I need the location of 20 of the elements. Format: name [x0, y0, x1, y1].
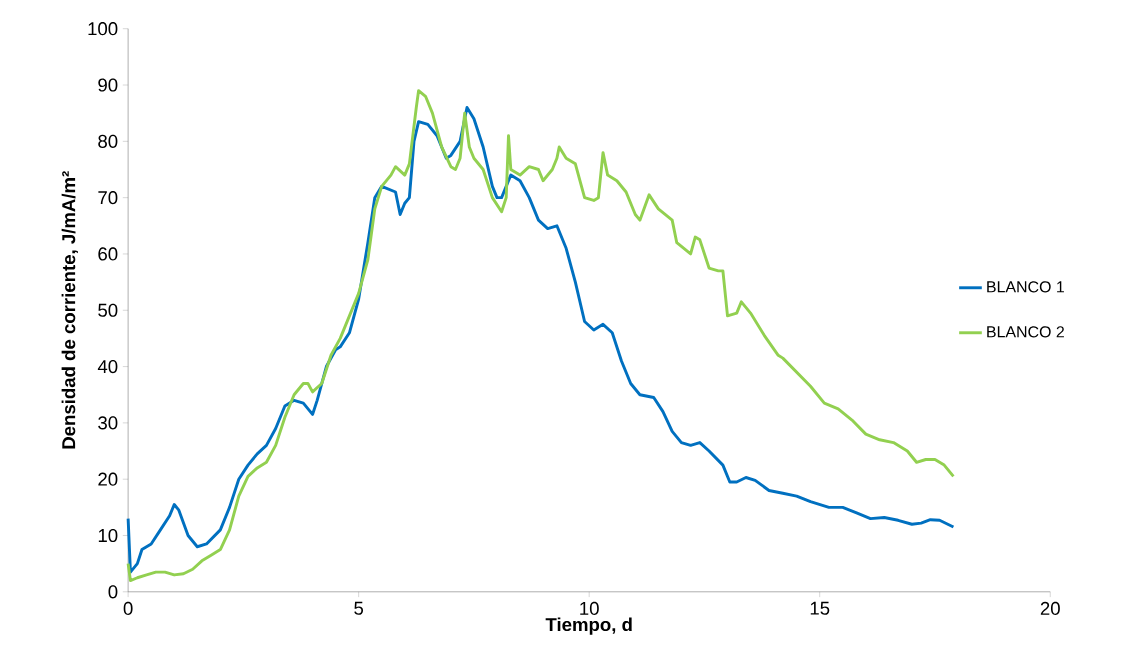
y-tick-label: 80 — [98, 134, 118, 148]
y-tick-label: 20 — [98, 472, 118, 486]
y-tick-label: 0 — [108, 585, 118, 599]
legend-label: BLANCO 2 — [987, 326, 1064, 338]
legend-label: BLANCO 1 — [987, 281, 1064, 293]
y-tick-label: 50 — [98, 303, 118, 317]
y-tick-label: 40 — [97, 360, 118, 374]
x-tick-label: 0 — [123, 601, 133, 616]
y-tick-label: 60 — [98, 247, 118, 261]
y-tick-label: 70 — [98, 191, 118, 205]
x-tick-label: 10 — [580, 601, 599, 616]
x-tick-label: 20 — [1040, 601, 1060, 616]
y-tick-label: 10 — [98, 528, 118, 543]
x-axis-title: Tiempo, d — [545, 617, 632, 635]
x-tick-label: 5 — [354, 601, 364, 615]
y-tick-label: 100 — [88, 22, 118, 36]
x-tick-label: 15 — [810, 601, 830, 615]
y-tick-label: 30 — [98, 416, 118, 430]
y-axis-title: Densidad de corriente, J/mA/m² — [61, 171, 78, 449]
y-tick-label: 90 — [98, 78, 118, 92]
